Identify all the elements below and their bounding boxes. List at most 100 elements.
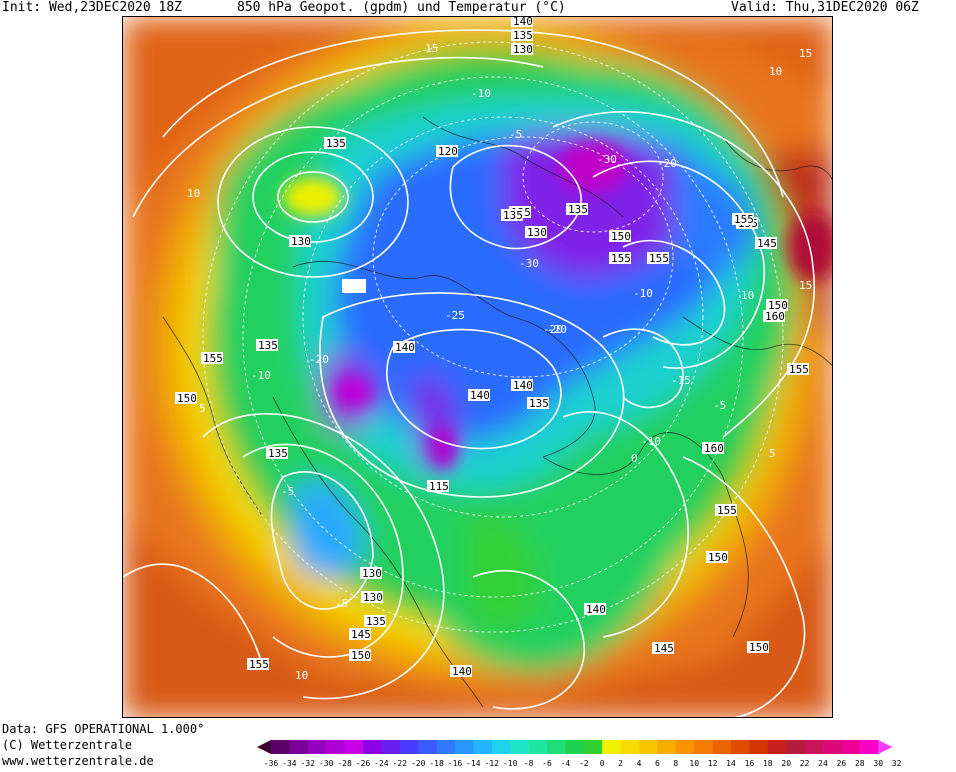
legend-tick-label: 16 bbox=[745, 759, 755, 768]
legend-swatch bbox=[583, 740, 603, 754]
temperature-label: 10 bbox=[187, 187, 200, 200]
svg-text:155: 155 bbox=[249, 658, 269, 671]
svg-text:140: 140 bbox=[586, 603, 606, 616]
color-legend: -36 -34 -32 -30 -28 -26 -24 -22 -20 -18 -16 -14 -12-… bbox=[255, 738, 955, 768]
legend-swatch bbox=[271, 740, 290, 754]
legend-swatch bbox=[565, 740, 585, 754]
legend-tick-label: 10 bbox=[689, 759, 699, 768]
legend-tick-label: -2 bbox=[579, 759, 589, 768]
legend-swatch bbox=[767, 740, 787, 754]
temperature-label: -15 bbox=[671, 374, 691, 387]
map-svg: 140 135 130 135 120 125 130 135 150 155 … bbox=[123, 17, 832, 717]
svg-text:150: 150 bbox=[351, 649, 371, 662]
temperature-label: -20 bbox=[309, 353, 329, 366]
legend-tick-label: -16 bbox=[448, 759, 463, 768]
map-title: 850 hPa Geopot. (gpdm) und Temperatur (°… bbox=[237, 0, 566, 15]
legend-tick-label: 30 bbox=[873, 759, 883, 768]
temperature-label: -5 bbox=[335, 597, 348, 610]
svg-text:135: 135 bbox=[258, 339, 278, 352]
temperature-label: -5 bbox=[713, 399, 726, 412]
geopotential-label: 150 bbox=[609, 230, 631, 243]
legend-svg: -36 -34 -32 -30 -28 -26 -24 -22 -20 -18 -16 -14 -12-… bbox=[257, 740, 902, 768]
legend-tick-label: -12 bbox=[485, 759, 500, 768]
legend-tick-label: 32 bbox=[892, 759, 902, 768]
svg-text:140: 140 bbox=[452, 665, 472, 678]
svg-text:150: 150 bbox=[177, 392, 197, 405]
legend-tick-label: 22 bbox=[800, 759, 810, 768]
geopotential-label: 150 bbox=[766, 299, 788, 312]
init-time: Init: Wed,23DEC2020 18Z bbox=[2, 0, 183, 15]
legend-swatch bbox=[455, 740, 474, 754]
legend-tick-label: 20 bbox=[781, 759, 791, 768]
svg-text:135: 135 bbox=[326, 137, 346, 150]
temperature-field bbox=[123, 17, 832, 717]
geopotential-label: 155 bbox=[609, 252, 631, 265]
geopotential-label: 140 bbox=[511, 17, 533, 28]
svg-text:130: 130 bbox=[362, 567, 382, 580]
temperature-label: 10 bbox=[769, 65, 782, 78]
geopotential-label-group: 140 135 130 135 120 125 130 135 150 155 … bbox=[175, 17, 809, 678]
legend-tick-label: -30 bbox=[319, 759, 334, 768]
svg-text:155: 155 bbox=[734, 213, 754, 226]
temperature-label: 5 bbox=[769, 447, 776, 460]
blank-label-box bbox=[342, 279, 366, 293]
temperature-label: -20 bbox=[547, 323, 567, 336]
legend-swatch bbox=[657, 740, 677, 754]
svg-text:155: 155 bbox=[611, 252, 631, 265]
geopotential-label: 155 bbox=[247, 658, 269, 671]
legend-swatch bbox=[712, 740, 732, 754]
temperature-label-group: 15 10 -10 -5 10 -20 -30 -20 -10 5 10 15 … bbox=[187, 42, 812, 682]
legend-tick-label: 28 bbox=[855, 759, 865, 768]
isotherms bbox=[202, 41, 784, 633]
data-source: Data: GFS OPERATIONAL 1.000° bbox=[2, 722, 205, 736]
temperature-label: -30 bbox=[597, 153, 617, 166]
svg-text:150: 150 bbox=[768, 299, 788, 312]
svg-text:140: 140 bbox=[470, 389, 490, 402]
legend-tick-label: 4 bbox=[637, 759, 642, 768]
geopotential-label: 135 bbox=[566, 203, 588, 216]
geopotential-label: 120 bbox=[436, 145, 458, 158]
geopotential-label: 115 bbox=[427, 480, 449, 493]
legend-tick-label: 12 bbox=[708, 759, 718, 768]
svg-text:155: 155 bbox=[789, 363, 809, 376]
legend-arrow-right bbox=[878, 740, 893, 754]
svg-text:145: 145 bbox=[351, 628, 371, 641]
legend-tick-label: 0 bbox=[600, 759, 605, 768]
geopotential-label: 145 bbox=[349, 628, 371, 641]
geopotential-label: 135 bbox=[511, 29, 533, 42]
svg-text:155: 155 bbox=[649, 252, 669, 265]
legend-tick-label: -36 bbox=[264, 759, 279, 768]
legend-tick-label: -24 bbox=[374, 759, 389, 768]
temperature-label: -5 bbox=[281, 485, 294, 498]
geopotential-label: 140 bbox=[468, 389, 490, 402]
svg-text:150: 150 bbox=[611, 230, 631, 243]
svg-text:135: 135 bbox=[529, 397, 549, 410]
weather-map: 140 135 130 135 120 125 130 135 150 155 … bbox=[122, 16, 833, 718]
temperature-label: 10 bbox=[295, 669, 308, 682]
legend-swatch bbox=[823, 740, 842, 754]
temperature-label: 0 bbox=[631, 452, 638, 465]
svg-text:155: 155 bbox=[717, 504, 737, 517]
temperature-label: 10 bbox=[741, 289, 754, 302]
svg-text:140: 140 bbox=[513, 379, 533, 392]
svg-text:130: 130 bbox=[363, 591, 383, 604]
legend-swatch bbox=[436, 740, 456, 754]
svg-text:135: 135 bbox=[513, 29, 533, 42]
legend-tick-label: 26 bbox=[837, 759, 847, 768]
legend-swatch bbox=[804, 740, 824, 754]
copyright: (C) Wetterzentrale bbox=[2, 738, 133, 752]
temperature-label: -30 bbox=[519, 257, 539, 270]
svg-text:160: 160 bbox=[704, 442, 724, 455]
geopotential-label: 135 bbox=[266, 447, 288, 460]
geopotential-label: 130 bbox=[525, 226, 547, 239]
legend-tick-label: -14 bbox=[466, 759, 481, 768]
geopotential-label: 140 bbox=[511, 379, 533, 392]
legend-swatch bbox=[841, 740, 861, 754]
legend-tick-label: 2 bbox=[618, 759, 623, 768]
temperature-label: -10 bbox=[251, 369, 271, 382]
svg-text:160: 160 bbox=[765, 310, 785, 323]
legend-tick-label: 14 bbox=[726, 759, 736, 768]
legend-swatch bbox=[491, 740, 511, 754]
legend-swatch bbox=[786, 740, 806, 754]
temperature-label: -25 bbox=[445, 309, 465, 322]
